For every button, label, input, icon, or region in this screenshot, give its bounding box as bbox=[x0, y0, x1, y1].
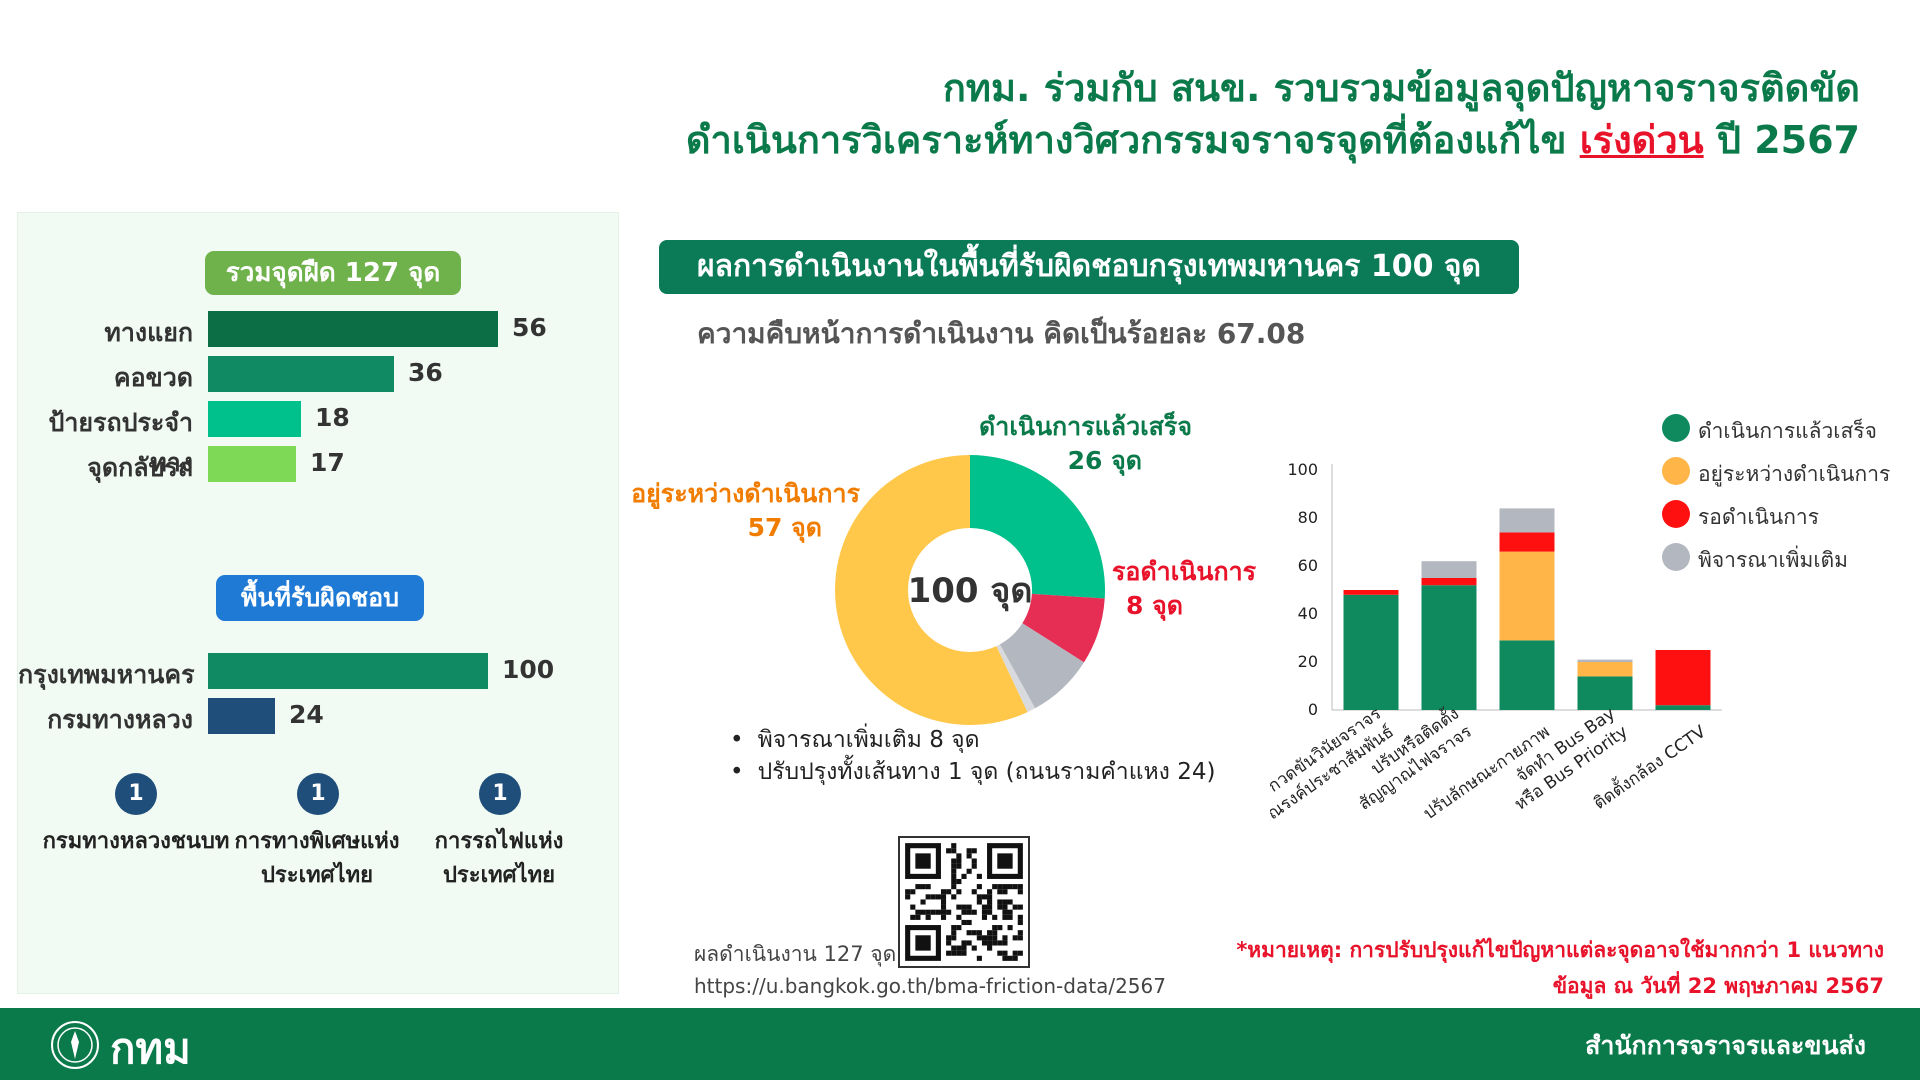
agency-count-badge: 1 bbox=[479, 773, 521, 815]
qr-code-image[interactable] bbox=[898, 836, 1030, 968]
agency-count-badge: 1 bbox=[115, 773, 157, 815]
stacked-bar-segment bbox=[1421, 585, 1477, 710]
legend-label: อยู่ระหว่างดำเนินการ bbox=[1698, 462, 1891, 486]
stacked-bar-segment bbox=[1499, 551, 1555, 641]
bar bbox=[208, 698, 275, 734]
results-link[interactable]: https://u.bangkok.go.th/bma-friction-dat… bbox=[694, 974, 1166, 998]
bar-value-label: 17 bbox=[310, 448, 345, 477]
agency-label: การรถไฟแห่งประเทศไทย bbox=[434, 829, 564, 888]
stacked-bar-segment bbox=[1577, 659, 1633, 662]
legend-label: ดำเนินการแล้วเสร็จ bbox=[1698, 419, 1877, 443]
legend-swatch bbox=[1662, 457, 1690, 485]
total-friction-pill: รวมจุดฝืด 127 จุด bbox=[205, 251, 461, 295]
stacked-bar-segment bbox=[1499, 640, 1555, 710]
bma-seal-icon bbox=[51, 1021, 99, 1069]
measures-stacked-bar-chart: 020406080100กวดขันวินัยจราจรรณรงค์ประชาส… bbox=[1270, 460, 1722, 829]
donut-slice-label: ดำเนินการแล้วเสร็จ bbox=[979, 412, 1192, 441]
y-tick-label: 40 bbox=[1298, 604, 1318, 623]
agency-count-badge: 1 bbox=[297, 773, 339, 815]
legend-label: รอดำเนินการ bbox=[1698, 505, 1819, 529]
donut-slice bbox=[970, 455, 1105, 599]
donut-slice-label: อยู่ระหว่างดำเนินการ bbox=[631, 479, 860, 508]
bar-category-label: ทางแยก bbox=[104, 318, 193, 347]
footnote-line-1: *หมายเหตุ: การปรับปรุงแก้ไขปัญหาแต่ละจุด… bbox=[1236, 938, 1884, 962]
bar bbox=[208, 446, 296, 482]
title-line-2-prefix: ดำเนินการวิเคราะห์ทางวิศวกรรมจราจรจุดที่… bbox=[685, 118, 1580, 162]
stacked-bar-segment bbox=[1499, 508, 1555, 533]
footnote-line-2: ข้อมูล ณ วันที่ 22 พฤษภาคม 2567 bbox=[1552, 974, 1884, 998]
title-urgent-word: เร่งด่วน bbox=[1579, 118, 1704, 162]
legend-swatch bbox=[1662, 414, 1690, 442]
donut-slice bbox=[834, 455, 1028, 725]
bar bbox=[208, 401, 301, 437]
bar-value-label: 24 bbox=[289, 700, 324, 729]
title-line-1: กทม. ร่วมกับ สนข. รวบรวมข้อมูลจุดปัญหาจร… bbox=[942, 66, 1860, 110]
donut-slice-value: 26 จุด bbox=[1067, 446, 1142, 475]
bar-category-label: คอขวด bbox=[113, 363, 193, 392]
left-summary-panel: รวมจุดฝืด 127 จุด ทางแยก 56 คอขวด 36 ป้ายรถป… bbox=[17, 212, 619, 994]
notes-list: พิจารณาเพิ่มเติม 8 จุด ปรับปรุงทั้งเส้นท… bbox=[730, 724, 1216, 788]
bar bbox=[208, 311, 498, 347]
bar bbox=[208, 653, 488, 689]
qr-caption: ผลดำเนินงาน 127 จุด bbox=[694, 942, 897, 966]
donut-center-label: 100 จุด bbox=[908, 571, 1033, 612]
bar-value-label: 56 bbox=[512, 313, 547, 342]
y-tick-label: 60 bbox=[1298, 556, 1318, 575]
y-tick-label: 80 bbox=[1298, 508, 1318, 527]
bar-category-label: กรมทางหลวง bbox=[47, 705, 193, 734]
progress-percent-text: ความคืบหน้าการดำเนินงาน คิดเป็นร้อยละ 67… bbox=[697, 317, 1306, 350]
agency-label: การทางพิเศษแห่งประเทศไทย bbox=[234, 829, 400, 888]
bar-value-label: 100 bbox=[502, 655, 555, 684]
page-title: กทม. ร่วมกับ สนข. รวบรวมข้อมูลจุดปัญหาจร… bbox=[686, 62, 1860, 166]
donut-slice-value: 8 จุด bbox=[1126, 591, 1183, 620]
agency-label: กรมทางหลวงชนบท bbox=[42, 829, 230, 854]
footer-bar: กทม สำนักการจราจรและขนส่ง bbox=[0, 1008, 1920, 1080]
donut-slice bbox=[999, 623, 1084, 709]
bar bbox=[208, 356, 394, 392]
donut-slice bbox=[996, 644, 1036, 713]
stacked-bar-segment bbox=[1655, 705, 1711, 710]
stacked-bar-segment bbox=[1343, 590, 1399, 595]
bar-category-label: จุดกลับรถ bbox=[87, 453, 193, 482]
bar-category-label: ป้ายรถประจำทาง bbox=[48, 408, 193, 477]
bar-value-label: 36 bbox=[408, 358, 443, 387]
status-donut-chart: 100 จุด bbox=[834, 455, 1105, 725]
y-tick-label: 20 bbox=[1298, 652, 1318, 671]
department-name: สำนักการจราจรและขนส่ง bbox=[1585, 1031, 1866, 1060]
title-line-2-suffix: ปี 2567 bbox=[1703, 118, 1860, 162]
bar-category-label: กรุงเทพมหานคร bbox=[18, 660, 195, 689]
stacked-bar-segment bbox=[1655, 650, 1711, 706]
donut-slice-label: รอดำเนินการ bbox=[1112, 557, 1257, 586]
y-tick-label: 100 bbox=[1287, 460, 1318, 479]
note-item: ปรับปรุงทั้งเส้นทาง 1 จุด (ถนนรามคำแหง 2… bbox=[730, 756, 1216, 788]
y-tick-label: 0 bbox=[1308, 700, 1318, 719]
stacked-bar-segment bbox=[1499, 532, 1555, 552]
title-line-2: ดำเนินการวิเคราะห์ทางวิศวกรรมจราจรจุดที่… bbox=[686, 114, 1860, 166]
area-pill: พื้นที่รับผิดชอบ bbox=[216, 575, 424, 621]
bar-value-label: 18 bbox=[315, 403, 350, 432]
legend-label: พิจารณาเพิ่มเติม bbox=[1698, 548, 1849, 572]
results-title: ผลการดำเนินงานในพื้นที่รับผิดชอบกรุงเทพม… bbox=[659, 240, 1519, 294]
legend-swatch bbox=[1662, 500, 1690, 528]
stacked-bar-segment bbox=[1343, 594, 1399, 710]
stacked-bar-segment bbox=[1421, 578, 1477, 586]
stacked-bar-segment bbox=[1421, 561, 1477, 578]
note-item: พิจารณาเพิ่มเติม 8 จุด bbox=[730, 724, 1215, 756]
legend-swatch bbox=[1662, 543, 1690, 571]
donut-slice-value: 57 จุด bbox=[747, 513, 822, 542]
stacked-bar-segment bbox=[1577, 662, 1633, 677]
bma-logo-text: กทม bbox=[110, 1024, 191, 1073]
stacked-bar-segment bbox=[1577, 676, 1633, 710]
donut-slice bbox=[1022, 593, 1105, 663]
footnote: *หมายเหตุ: การปรับปรุงแก้ไขปัญหาแต่ละจุด… bbox=[1236, 932, 1884, 1004]
